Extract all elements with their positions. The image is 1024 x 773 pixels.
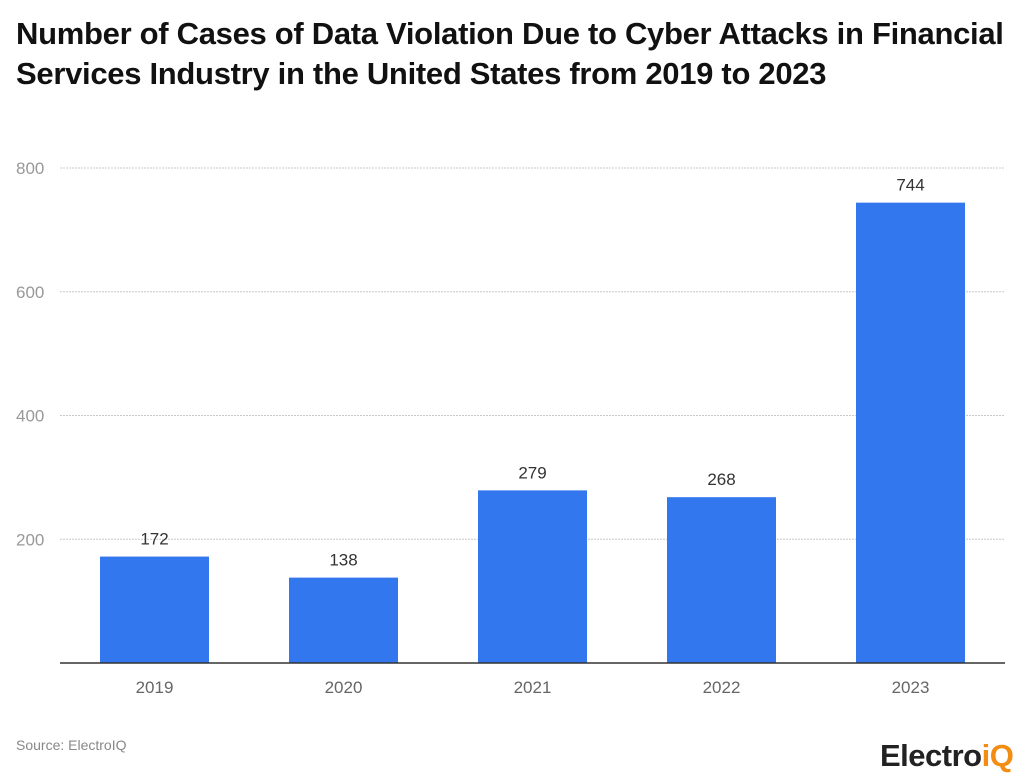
- x-tick-label: 2022: [703, 678, 741, 697]
- data-label: 172: [140, 530, 168, 549]
- y-tick-label: 600: [16, 283, 44, 302]
- bar-2019: [100, 556, 209, 663]
- data-label: 138: [329, 551, 357, 570]
- logo-accent: iQ: [981, 738, 1014, 773]
- bar-2021: [478, 490, 587, 663]
- bar-2022: [667, 497, 776, 663]
- bar-2023: [856, 202, 965, 663]
- bar-2020: [289, 577, 398, 663]
- x-tick-label: 2020: [325, 678, 363, 697]
- y-tick-label: 200: [16, 530, 44, 549]
- electroiq-logo: ElectroiQ: [880, 738, 1014, 773]
- x-tick-label: 2021: [514, 678, 552, 697]
- source-note: Source: ElectroIQ: [16, 737, 127, 753]
- x-tick-label: 2023: [892, 678, 930, 697]
- data-label: 279: [518, 463, 546, 482]
- chart-title: Number of Cases of Data Violation Due to…: [16, 16, 1004, 91]
- x-tick-label: 2019: [136, 678, 174, 697]
- data-label: 744: [896, 176, 924, 195]
- y-tick-label: 400: [16, 407, 44, 426]
- logo-text: Electro: [880, 738, 982, 773]
- y-tick-label: 800: [16, 159, 44, 178]
- data-label: 268: [707, 470, 735, 489]
